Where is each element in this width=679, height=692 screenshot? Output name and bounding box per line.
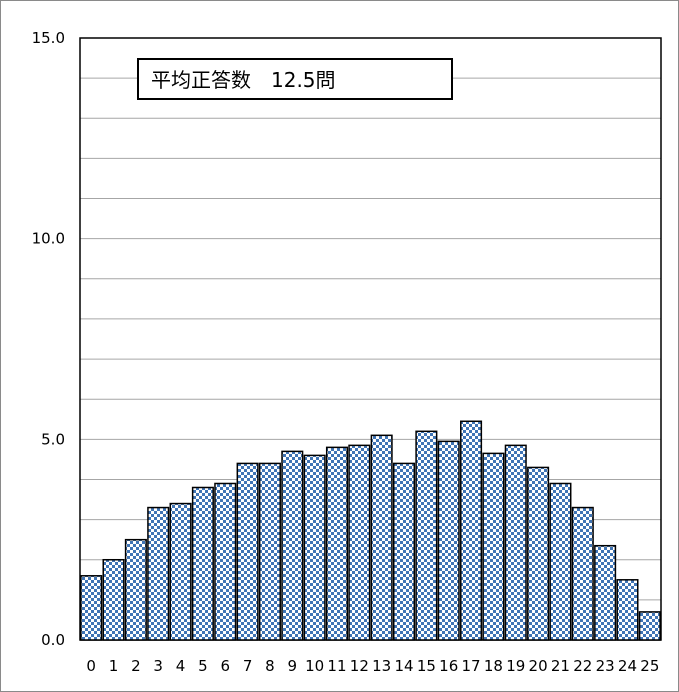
x-tick-label: 22	[573, 657, 592, 675]
x-tick-label: 24	[618, 657, 637, 675]
bar-12	[348, 444, 371, 641]
bar-21	[549, 482, 572, 641]
bar-3	[147, 506, 170, 641]
x-tick-label: 4	[176, 657, 186, 675]
bars	[80, 420, 661, 641]
bar-8	[258, 462, 281, 641]
bar-11	[325, 446, 349, 641]
bar-7	[236, 462, 259, 641]
bar-16	[437, 440, 460, 641]
bar-2	[124, 538, 147, 641]
bar-24	[616, 579, 639, 641]
x-tick-label: 7	[243, 657, 253, 675]
x-tick-label: 13	[372, 657, 391, 675]
bar-1	[102, 558, 125, 641]
y-tick-label: 5.0	[41, 430, 65, 448]
x-tick-label: 17	[462, 657, 481, 675]
x-tick-label: 23	[596, 657, 615, 675]
bar-25	[638, 611, 661, 641]
bar-14	[392, 462, 416, 641]
bar-10	[303, 454, 326, 641]
x-tick-label: 21	[551, 657, 570, 675]
x-tick-label: 15	[417, 657, 436, 675]
x-axis-tick-labels: 0 1 2 3 4 5 6 7 8 9 10 11 12 13 14 15 16 17 18 19 20 21 22 23 24…	[86, 657, 659, 675]
x-tick-label: 5	[198, 657, 208, 675]
y-tick-label: 0.0	[41, 631, 65, 649]
bar-20	[527, 466, 550, 641]
average-annotation: 平均正答数 12.5問	[137, 58, 453, 100]
bar-13	[370, 434, 393, 641]
bar-23	[594, 544, 617, 641]
y-tick-label: 10.0	[32, 230, 65, 248]
bar-18	[482, 452, 505, 641]
bar-6	[214, 482, 237, 641]
x-tick-label: 0	[86, 657, 96, 675]
y-tick-label: 15.0	[32, 29, 65, 47]
x-tick-label: 25	[640, 657, 659, 675]
axes	[79, 37, 662, 641]
x-tick-label: 9	[288, 657, 298, 675]
x-tick-label: 10	[305, 657, 324, 675]
y-axis-tick-labels: 0.0 5.0 10.0 15.0	[32, 29, 65, 649]
x-tick-label: 2	[131, 657, 141, 675]
x-tick-label: 8	[265, 657, 275, 675]
bar-17	[460, 420, 483, 641]
bar-19	[504, 444, 527, 641]
bar-5	[191, 486, 214, 641]
bar-15	[415, 430, 438, 641]
x-tick-label: 6	[220, 657, 230, 675]
annotation-text: 平均正答数 12.5問	[151, 68, 336, 92]
x-tick-label: 3	[153, 657, 163, 675]
x-tick-label: 20	[529, 657, 548, 675]
x-tick-label: 18	[484, 657, 503, 675]
bar-9	[281, 450, 304, 641]
x-tick-label: 1	[109, 657, 119, 675]
bar-22	[571, 506, 594, 641]
annotation-box	[137, 58, 453, 100]
bar-0	[80, 575, 103, 641]
x-tick-label: 11	[327, 657, 346, 675]
bar-4	[169, 502, 192, 641]
x-tick-label: 12	[350, 657, 369, 675]
x-tick-label: 16	[439, 657, 458, 675]
x-tick-label: 14	[394, 657, 413, 675]
x-tick-label: 19	[506, 657, 525, 675]
plot-area-border	[79, 37, 662, 641]
